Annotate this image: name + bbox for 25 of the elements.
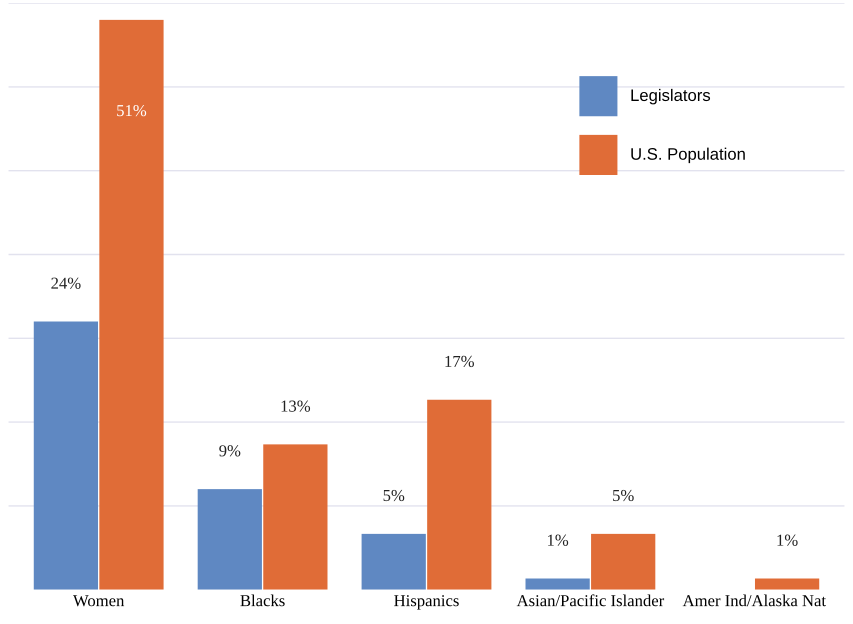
x-tick-label: Blacks [240, 594, 285, 606]
data-label: 24% [51, 278, 81, 289]
bar [591, 534, 656, 590]
x-tick-label: Amer Ind/Alaska Nat [682, 594, 826, 606]
bar [362, 534, 426, 590]
data-label: 5% [613, 490, 634, 502]
bar [99, 20, 164, 590]
bar [198, 489, 262, 590]
data-label: 17% [445, 356, 474, 368]
data-label: 9% [219, 445, 240, 456]
legend-label: U.S. Population [631, 148, 745, 164]
bar [34, 322, 98, 590]
data-label: 51% [117, 104, 146, 116]
data-label: 1% [777, 534, 798, 546]
data-label: 13% [282, 400, 310, 412]
x-tick-label: Asian/Pacific Islander [516, 594, 664, 606]
legend-label: Legislators [631, 88, 710, 104]
x-tick-label: Hispanics [394, 595, 459, 610]
bar [754, 578, 820, 590]
x-tick-label: Women [72, 595, 124, 606]
bar [263, 444, 328, 590]
bar [526, 578, 590, 590]
bar [427, 400, 492, 590]
data-label: 5% [384, 490, 404, 502]
data-label: 1% [548, 534, 568, 546]
